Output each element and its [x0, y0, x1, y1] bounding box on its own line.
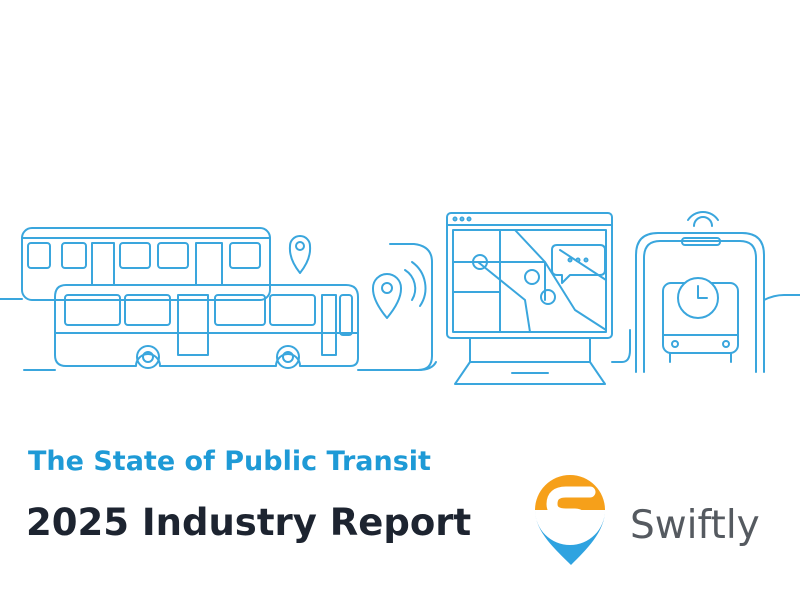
bus-window [61, 242, 87, 269]
bus-wheel [136, 345, 160, 369]
clock-hands [697, 285, 708, 299]
phone-inner [643, 240, 757, 373]
bus-wheel [276, 345, 300, 369]
brand-name: Swiftly [630, 503, 760, 548]
chat-dot [583, 257, 589, 263]
logo-bottom [535, 510, 605, 565]
map-stop [472, 254, 488, 270]
signal [687, 211, 719, 227]
bus-window [229, 242, 261, 269]
monitor-dot [466, 216, 472, 222]
location-pin [371, 273, 403, 319]
logo-s [544, 486, 596, 534]
transit-illustration [0, 211, 800, 385]
phone-notch [681, 237, 721, 246]
chat-dot [567, 257, 573, 263]
map-stop [524, 269, 540, 285]
mini-bus-light [722, 340, 730, 348]
bus-door [321, 294, 337, 356]
bus-window [119, 242, 151, 269]
location-pin [381, 282, 393, 294]
subtitle: The State of Public Transit [28, 446, 431, 477]
chat-bubble [551, 244, 606, 284]
route-line [0, 243, 800, 371]
bus-window [64, 294, 121, 326]
map-stop [540, 289, 556, 305]
signal [404, 261, 427, 307]
mini-bus-wheels [669, 352, 732, 363]
location-pin [288, 235, 312, 274]
monitor-dot [459, 216, 465, 222]
bus-door [177, 294, 209, 356]
bus-window [27, 242, 51, 269]
bus-wheel [142, 351, 154, 363]
bus-back [21, 227, 271, 301]
title: 2025 Industry Report [26, 501, 471, 544]
chat-dot [575, 257, 581, 263]
bus-window [269, 294, 316, 326]
bus-window [124, 294, 171, 326]
bus-front [54, 284, 359, 367]
bus-window [157, 242, 189, 269]
bus-wheel [282, 351, 294, 363]
bus-window [339, 294, 353, 336]
bus-window [214, 294, 266, 326]
map-roads [452, 229, 607, 333]
phone [635, 232, 765, 373]
logo [535, 475, 605, 565]
mini-bus-light [671, 340, 679, 348]
route-line [417, 361, 437, 371]
monitor-dot [452, 216, 458, 222]
location-pin [295, 241, 305, 251]
monitor-stand [454, 337, 606, 385]
